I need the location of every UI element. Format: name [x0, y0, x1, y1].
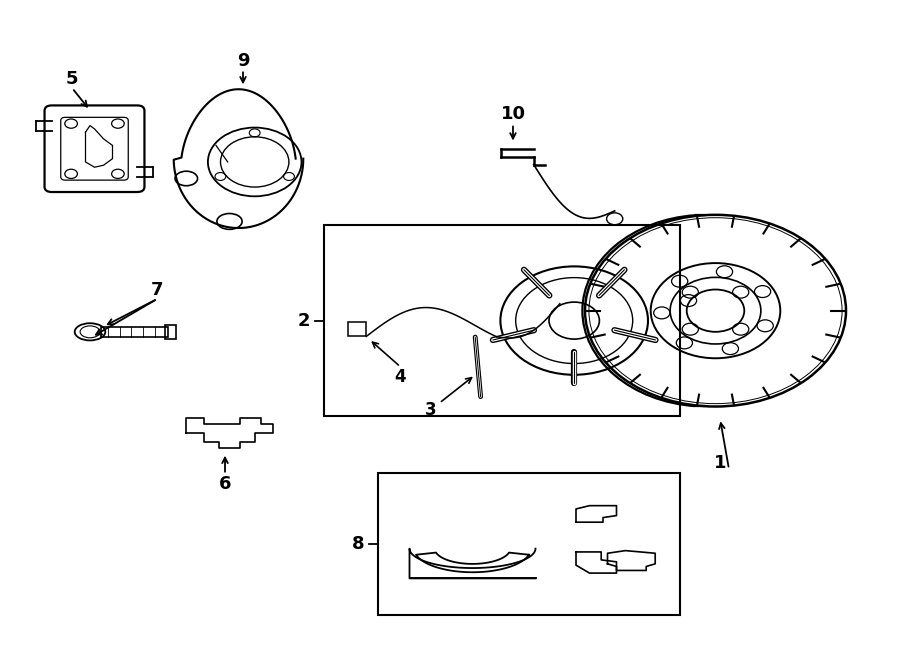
Text: 5: 5	[66, 70, 78, 89]
Text: 2: 2	[298, 311, 310, 330]
Text: 8: 8	[352, 535, 365, 553]
Bar	[165, 325, 176, 339]
Text: 7: 7	[151, 280, 164, 299]
Text: 3: 3	[425, 401, 436, 419]
Text: 4: 4	[395, 368, 406, 386]
Bar	[324, 225, 680, 416]
Text: 6: 6	[219, 475, 231, 493]
Text: 10: 10	[500, 105, 526, 124]
Bar	[348, 322, 366, 336]
Bar	[378, 473, 680, 615]
Bar	[101, 327, 168, 337]
Text: 9: 9	[237, 52, 249, 70]
Text: 1: 1	[714, 453, 726, 472]
